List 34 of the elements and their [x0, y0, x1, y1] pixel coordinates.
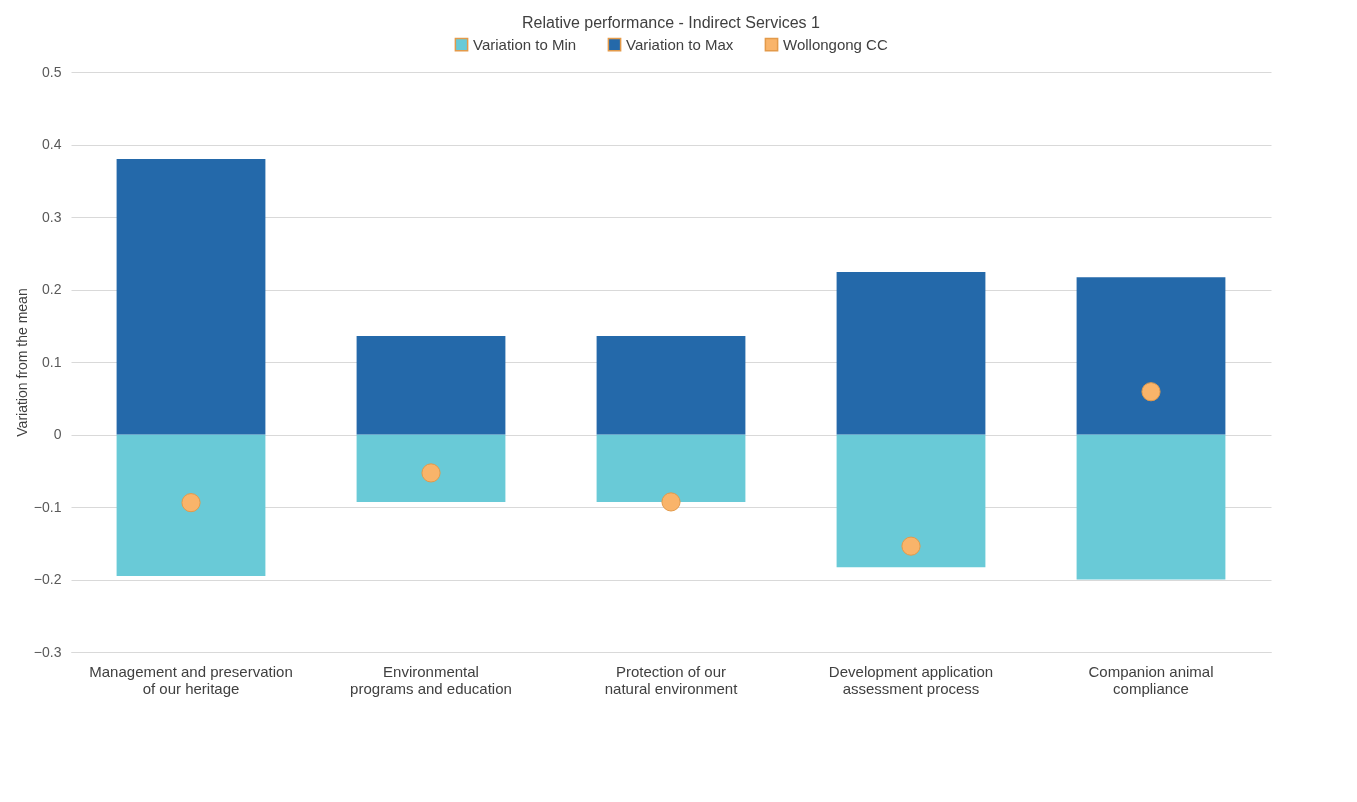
y-tick-label: 0.3 [42, 208, 62, 225]
bar [596, 335, 746, 435]
bar [1076, 434, 1226, 580]
bar [116, 434, 266, 576]
point [661, 492, 681, 512]
y-tick-label: −0.3 [33, 643, 62, 660]
bar [596, 434, 746, 502]
y-tick-label: −0.2 [33, 571, 62, 587]
bar [356, 434, 506, 502]
y-tick-label: 0.1 [42, 353, 62, 370]
bar [836, 434, 986, 568]
x-tick-label: Development application assessment process [828, 662, 994, 697]
legend-label: Variation to Max [626, 35, 734, 53]
y-tick-label: 0.2 [42, 281, 62, 297]
y-axis-title: Variation from the mean [13, 288, 30, 437]
bar [116, 159, 266, 435]
x-tick-label: Companion animal compliance [1088, 662, 1214, 697]
bar [836, 272, 986, 435]
y-tick-label: 0.4 [42, 136, 62, 152]
x-tick-label: Protection of our natural environment [604, 662, 739, 697]
legend-label: Variation to Min [473, 35, 577, 53]
y-tick-label: 0.5 [42, 63, 62, 80]
legend-label: Wollongong CC [783, 35, 888, 53]
y-tick-label: 0 [53, 426, 62, 442]
bar [356, 335, 506, 435]
chart-title: Relative performance - Indirect Services 1 [522, 14, 821, 31]
point [421, 463, 441, 483]
point [901, 536, 921, 556]
bar [1076, 277, 1226, 435]
point [1141, 382, 1161, 402]
point [181, 493, 201, 513]
y-tick-label: −0.1 [33, 498, 62, 515]
x-tick-label: Management and preservation of our heritage [89, 662, 293, 697]
x-tick-label: Environmental programs and education [350, 662, 512, 697]
